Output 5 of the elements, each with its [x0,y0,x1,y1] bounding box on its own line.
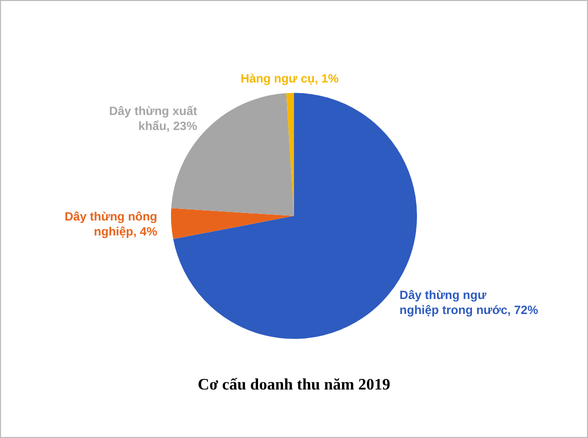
text: Cơ cấu doanh thu năm 2019 [198,376,390,394]
slice-label: Dây thừng ngư nghiệp trong nước, 72% [400,288,538,318]
slice-label: Dây thừng xuất khẩu, 23% [109,104,198,133]
slice-label: Hàng ngư cụ, 1% [240,71,340,86]
slice-label: Dây thừng nông nghiệp, 4% [64,209,158,238]
